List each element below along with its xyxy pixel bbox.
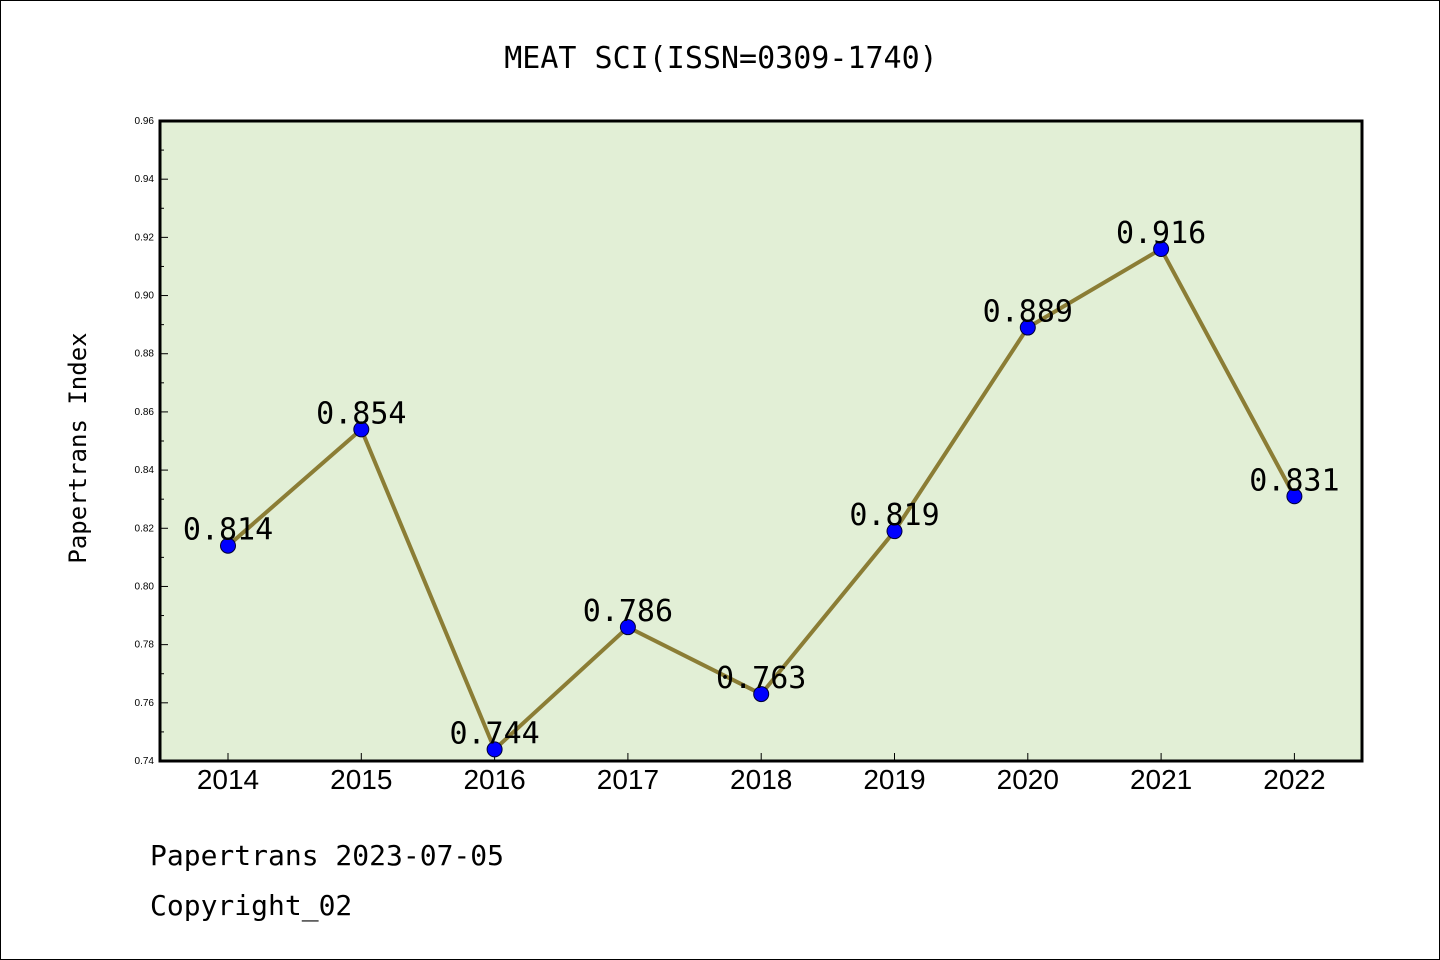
footer-date: Papertrans 2023-07-05 (150, 839, 504, 872)
y-tick-label: 0.92 (135, 232, 155, 243)
x-tick-label: 2018 (730, 764, 792, 795)
y-tick-label: 0.80 (135, 581, 155, 592)
y-tick-label: 0.86 (135, 407, 155, 418)
y-tick-label: 0.74 (135, 756, 155, 767)
y-tick-label: 0.88 (135, 349, 155, 360)
data-label: 0.814 (183, 513, 273, 548)
data-labels-group: 0.814 0.854 0.744 0.786 0.763 0.819 0.889 0.916… (183, 216, 1340, 751)
data-point (1153, 241, 1170, 257)
y-tick-label: 0.96 (135, 116, 155, 127)
data-point (220, 537, 236, 554)
data-label: 0.889 (983, 295, 1073, 330)
x-tick-label: 2021 (1130, 764, 1192, 795)
chart-title: MEAT SCI(ISSN=0309-1740) (504, 41, 937, 76)
x-tick-label: 2019 (863, 764, 925, 795)
y-tick-label: 0.76 (135, 698, 155, 709)
data-point (486, 741, 503, 758)
x-tick-label: 2015 (330, 764, 392, 795)
x-tick-label: 2014 (197, 764, 259, 795)
x-tick-label: 2020 (997, 764, 1059, 795)
data-point (1286, 488, 1303, 505)
y-tick-label: 0.82 (135, 523, 155, 534)
y-tick-label: 0.90 (135, 291, 155, 302)
plot-area (158, 119, 1364, 763)
y-tick-label: 0.78 (135, 640, 155, 651)
series-line-group (220, 241, 1303, 758)
y-axis-ticks: 0.74 0.76 0.78 0.80 0.82 0.84 0.86 0.88 0.90 0.92… (135, 116, 168, 767)
y-tick-label: 0.84 (135, 465, 155, 476)
y-axis-label: Papertrans Index (64, 332, 92, 563)
data-label: 0.916 (1116, 216, 1206, 251)
footer-copyright: Copyright_02 (150, 889, 352, 923)
data-label: 0.744 (449, 716, 539, 751)
x-tick-label: 2017 (597, 764, 659, 795)
data-label: 0.786 (583, 594, 673, 629)
y-tick-label: 0.94 (135, 174, 155, 185)
x-tick-label: 2022 (1263, 764, 1325, 795)
data-label: 0.854 (316, 396, 406, 431)
data-point (1019, 319, 1036, 336)
x-tick-label: 2016 (463, 764, 525, 795)
data-point (619, 619, 636, 636)
data-point (886, 523, 903, 540)
data-point (753, 686, 770, 703)
x-axis-ticks: 2014 2015 2016 2017 2018 2019 2020 2021 2022 (197, 753, 1326, 795)
data-label: 0.819 (849, 498, 939, 533)
data-label: 0.831 (1249, 463, 1339, 498)
data-label: 0.763 (716, 661, 806, 696)
data-point (353, 421, 370, 438)
